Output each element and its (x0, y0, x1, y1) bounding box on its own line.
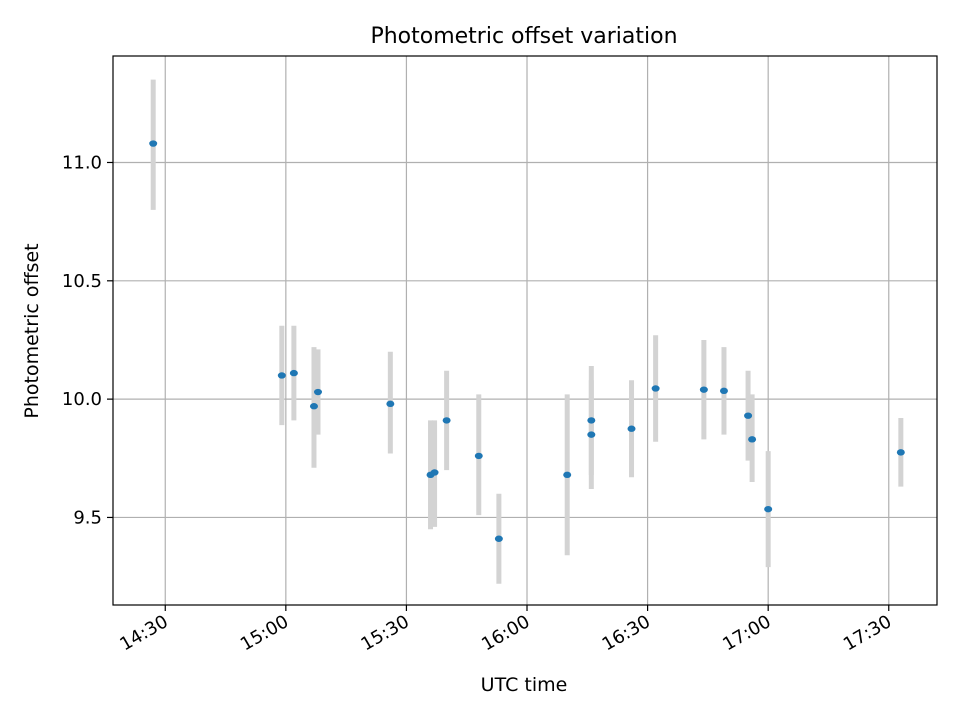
y-tick-label: 9.5 (73, 507, 102, 528)
y-tick-label: 10.5 (62, 271, 102, 292)
data-point (719, 387, 728, 395)
data-point (764, 505, 773, 513)
data-point (442, 417, 451, 424)
y-tick-label: 11.0 (62, 152, 102, 173)
data-point (313, 388, 322, 396)
y-tick-label: 10.0 (62, 389, 102, 410)
data-point (474, 452, 483, 460)
data-point (494, 535, 503, 542)
data-point (699, 386, 708, 393)
data-point (627, 425, 636, 432)
data-point (289, 369, 298, 377)
data-point (587, 417, 596, 424)
data-point (386, 400, 395, 408)
y-axis-ticks: 9.5 10.0 10.5 11.0 (62, 152, 113, 528)
data-point (896, 449, 905, 456)
data-point (748, 436, 757, 443)
y-axis-label: Photometric offset (21, 243, 43, 418)
data-point (149, 140, 158, 147)
x-axis-label: UTC time (481, 674, 568, 696)
data-point (744, 412, 753, 419)
plot-area-frame (112, 55, 938, 606)
data-point (563, 471, 572, 479)
data-point (309, 403, 318, 410)
grid (113, 56, 937, 605)
data-point (277, 372, 286, 379)
data-point (651, 385, 660, 392)
chart-title: Photometric offset variation (370, 24, 677, 49)
data-points (149, 140, 905, 542)
data-point (587, 431, 596, 438)
data-point (430, 469, 439, 476)
